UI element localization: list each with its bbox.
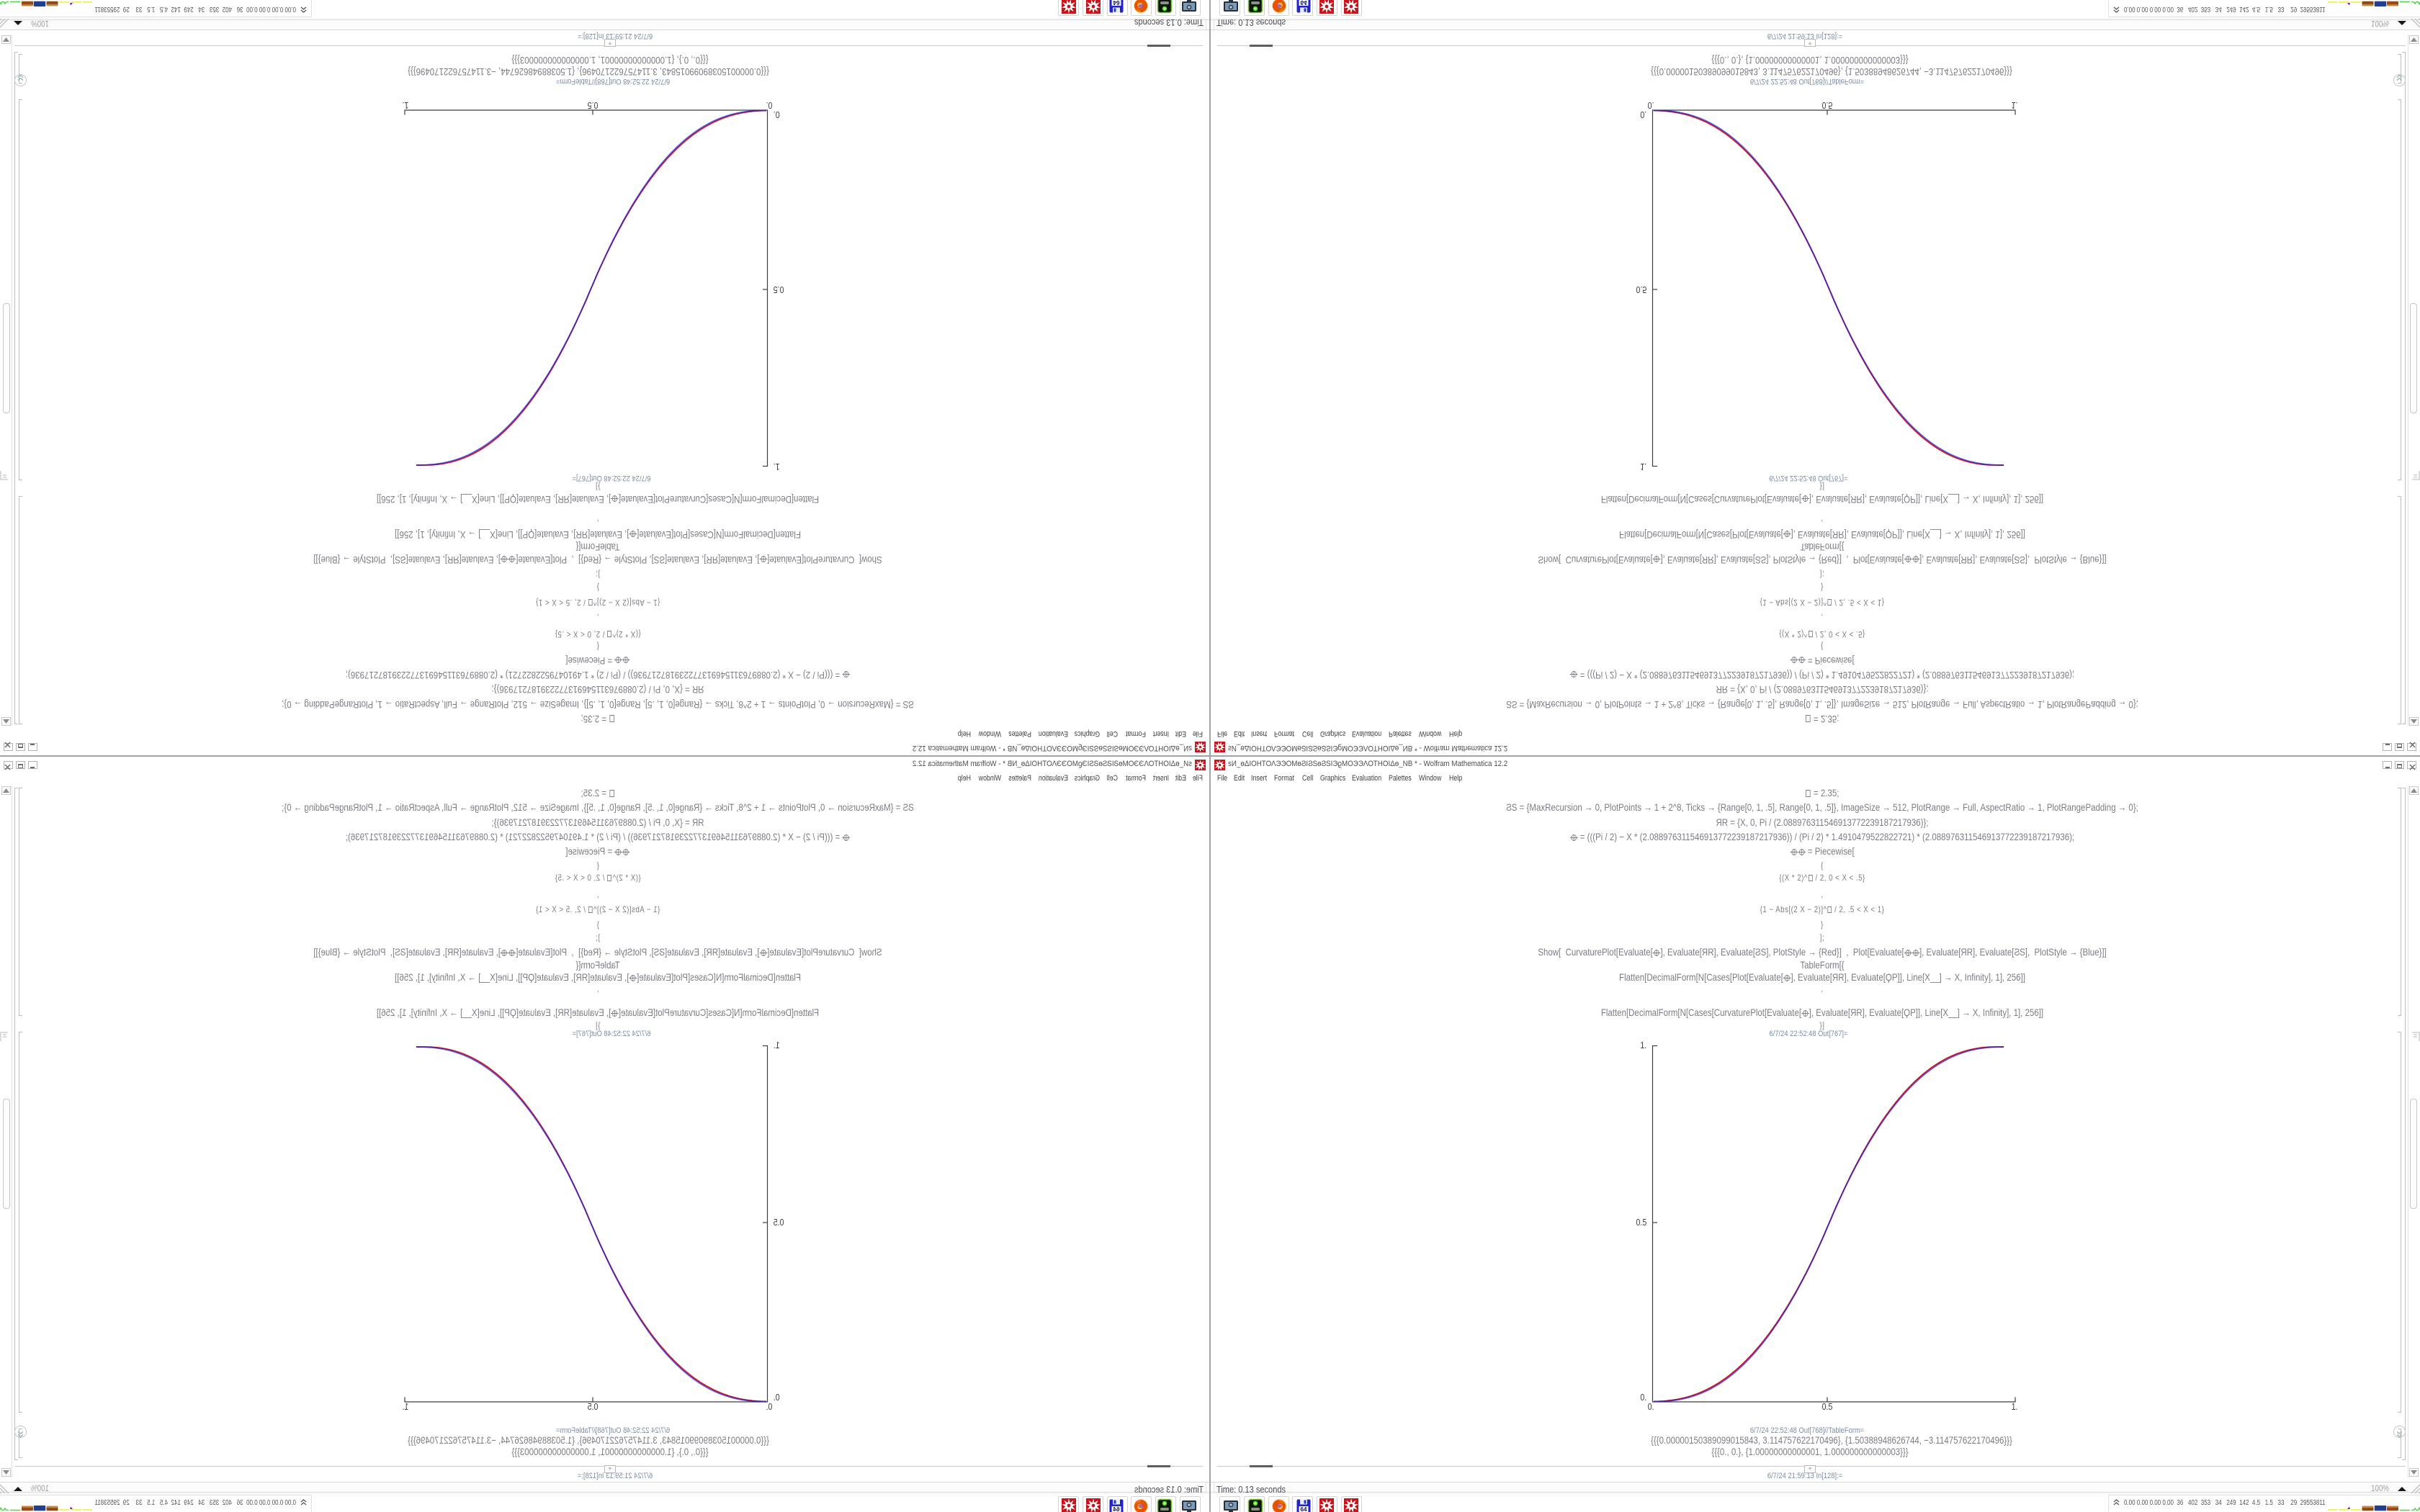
svg-text:64: 64 xyxy=(1113,1506,1120,1512)
svg-text:64: 64 xyxy=(1113,0,1120,6)
svg-text:64: 64 xyxy=(1300,0,1307,6)
svg-text:64: 64 xyxy=(1300,1506,1307,1512)
